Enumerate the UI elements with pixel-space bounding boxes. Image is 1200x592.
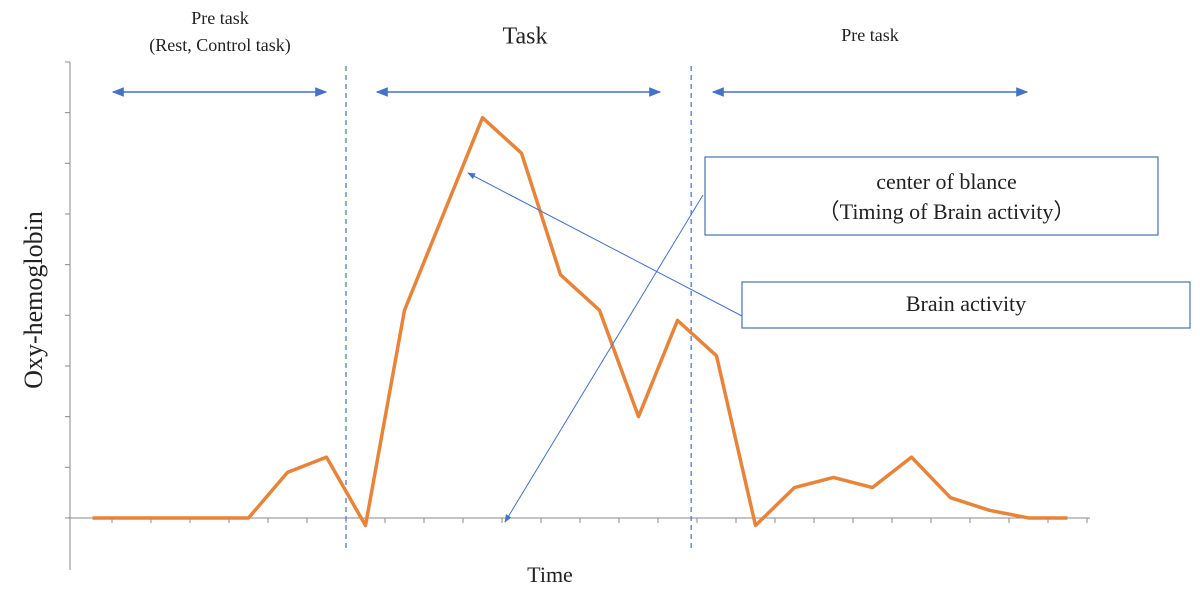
callout-arrow	[504, 194, 704, 523]
data-line	[92, 115, 1068, 528]
x-axis-label: Time	[527, 562, 573, 587]
phase-label: Pre task	[841, 25, 899, 45]
callout-arrow	[467, 172, 743, 317]
callout-label: Brain activity	[906, 291, 1026, 316]
phase-label: Task	[503, 24, 548, 50]
y-axis-label: Oxy-hemoglobin	[19, 211, 48, 389]
phase-label: Pre task	[191, 8, 249, 28]
callout-box	[704, 156, 1159, 236]
phase-label: (Rest, Control task)	[149, 35, 291, 56]
callout-label: （Timing of Brain activity）	[818, 199, 1076, 224]
callout-box	[741, 281, 1191, 329]
callout-label: center of blance	[876, 169, 1016, 194]
